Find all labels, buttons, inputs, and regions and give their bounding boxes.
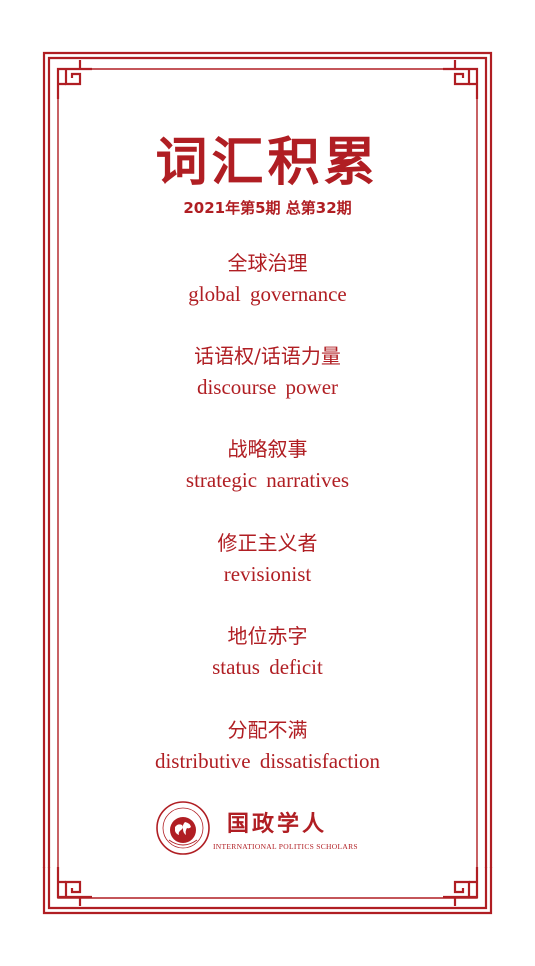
brand-logo: 国政学人 INTERNATIONAL POLITICS SCHOLARS xyxy=(155,800,395,858)
term-english: discourse power xyxy=(196,375,339,399)
term-chinese: 话语权/话语力量 xyxy=(194,344,341,368)
term-english: revisionist xyxy=(223,562,312,586)
term-chinese: 战略叙事 xyxy=(227,437,308,461)
term-english: distributive dissatisfaction xyxy=(154,749,381,773)
term-item: 战略叙事 strategic narratives xyxy=(0,436,535,494)
term-english: status deficit xyxy=(212,655,323,679)
term-chinese: 全球治理 xyxy=(227,251,308,275)
brand-subtitle: INTERNATIONAL POLITICS SCHOLARS xyxy=(213,842,358,851)
term-item: 修正主义者 revisionist xyxy=(0,530,535,588)
brand-name: 国政学人 xyxy=(227,812,328,837)
term-item: 地位赤字 status deficit xyxy=(0,623,535,681)
term-english: global governance xyxy=(188,282,347,306)
term-english: strategic narratives xyxy=(185,468,350,492)
term-item: 全球治理 global governance xyxy=(0,250,535,308)
term-chinese: 分配不满 xyxy=(227,718,308,742)
issue-number: 2021年第5期 总第32期 xyxy=(183,199,352,217)
term-item: 分配不满 distributive dissatisfaction xyxy=(0,717,535,775)
term-chinese: 地位赤字 xyxy=(227,624,308,648)
term-item: 话语权/话语力量 discourse power xyxy=(0,343,535,401)
globe-seal-icon xyxy=(156,801,210,855)
page-title: 词汇积累 xyxy=(155,132,380,193)
term-chinese: 修正主义者 xyxy=(217,531,318,555)
